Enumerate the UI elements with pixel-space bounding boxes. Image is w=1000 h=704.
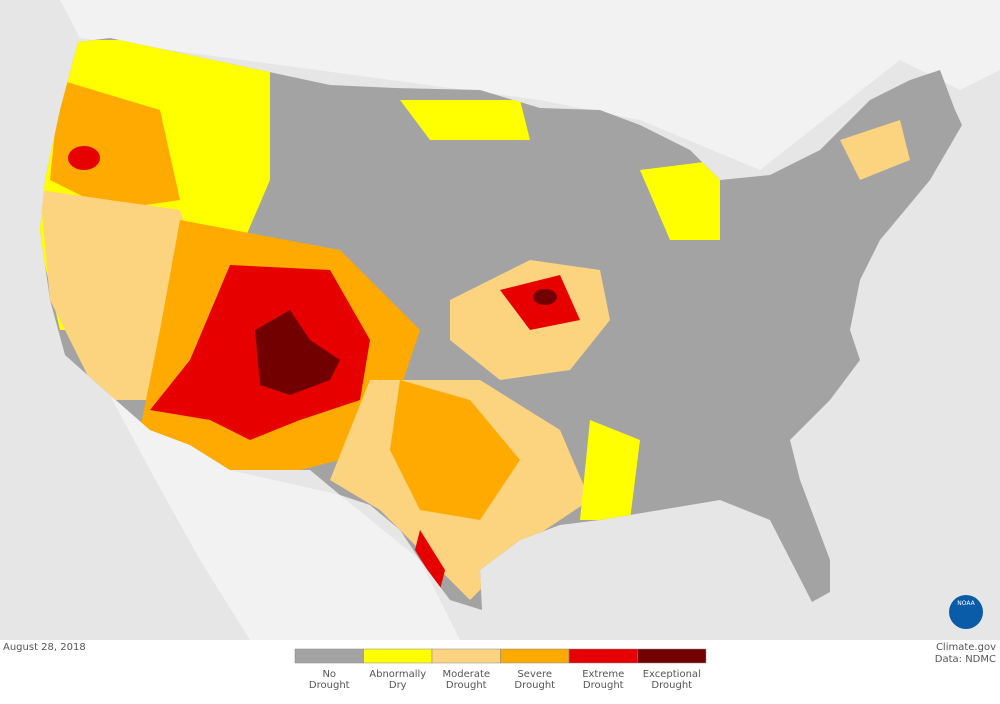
legend-label: Abnormally [369,669,426,680]
logo-text: NOAA [957,600,975,607]
legend-label: No [322,669,336,680]
legend-swatch [637,648,707,664]
legend-label: Extreme [582,669,624,680]
dry-area [580,420,640,520]
source: Data: NDMC [935,654,996,665]
legend-swatch [431,648,501,664]
legend-label: Drought [309,680,350,691]
date: August 28, 2018 [3,642,86,653]
logo-circle [949,595,983,629]
mexico [110,395,460,640]
exceptional-area [533,289,557,305]
exceptional-area [255,310,340,395]
legend-label: Drought [651,680,692,691]
dry-area [400,100,530,140]
moderate-area [840,120,910,180]
legend-label: Drought [514,680,555,691]
legend-label: Dry [389,680,407,691]
legend-swatch [363,648,433,664]
legend-swatch [500,648,570,664]
dry-area [640,160,720,240]
legend: NoDroughtAbnormallyDryModerateDroughtSev… [294,648,707,691]
extreme-area [415,530,445,590]
extreme-area [68,146,100,170]
legend-label: Drought [583,680,624,691]
legend-swatch [568,648,638,664]
legend-swatch [294,648,364,664]
credit: Climate.gov [936,642,996,653]
severe-area [390,380,520,520]
legend-label: Exceptional [643,669,701,680]
canada [0,0,1000,170]
legend-label: Severe [517,669,552,680]
severe-area [50,80,180,210]
legend-label: Drought [446,680,487,691]
legend-label: Moderate [442,669,490,680]
noaa-logo: NOAA [949,595,983,629]
